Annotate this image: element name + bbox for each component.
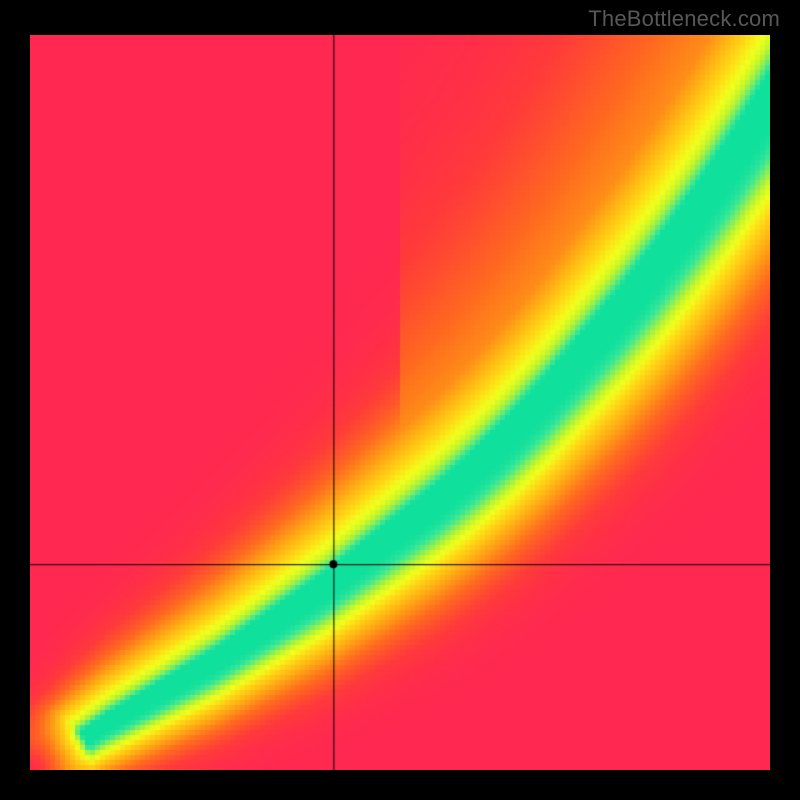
watermark-text: TheBottleneck.com (588, 6, 780, 32)
bottleneck-heatmap (30, 35, 770, 770)
heatmap-canvas (30, 35, 770, 770)
